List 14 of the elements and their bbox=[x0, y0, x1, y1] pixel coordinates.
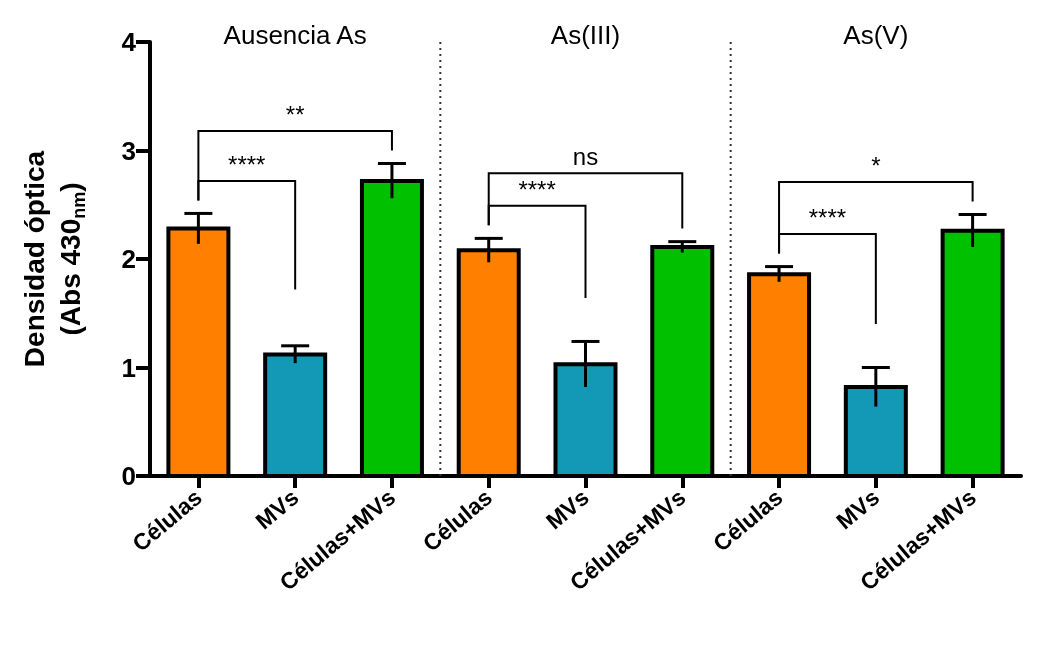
annotation: **** bbox=[228, 150, 266, 178]
y-tick-label: 3 bbox=[121, 135, 136, 166]
annotation: **** bbox=[808, 204, 847, 232]
annotation: * bbox=[871, 151, 881, 179]
annotation: ns bbox=[572, 143, 599, 171]
annotation: **** bbox=[518, 175, 556, 203]
y-tick-label: 1 bbox=[121, 352, 136, 383]
y-tick-label: 2 bbox=[121, 244, 136, 274]
annotation: Ausencia As bbox=[223, 20, 367, 50]
y-tick-label: 4 bbox=[121, 27, 137, 57]
annotation: ** bbox=[285, 100, 305, 128]
annotation: As(III) bbox=[550, 20, 621, 50]
annotation: As(V) bbox=[843, 20, 909, 50]
y-tick-label: 0 bbox=[121, 461, 136, 491]
